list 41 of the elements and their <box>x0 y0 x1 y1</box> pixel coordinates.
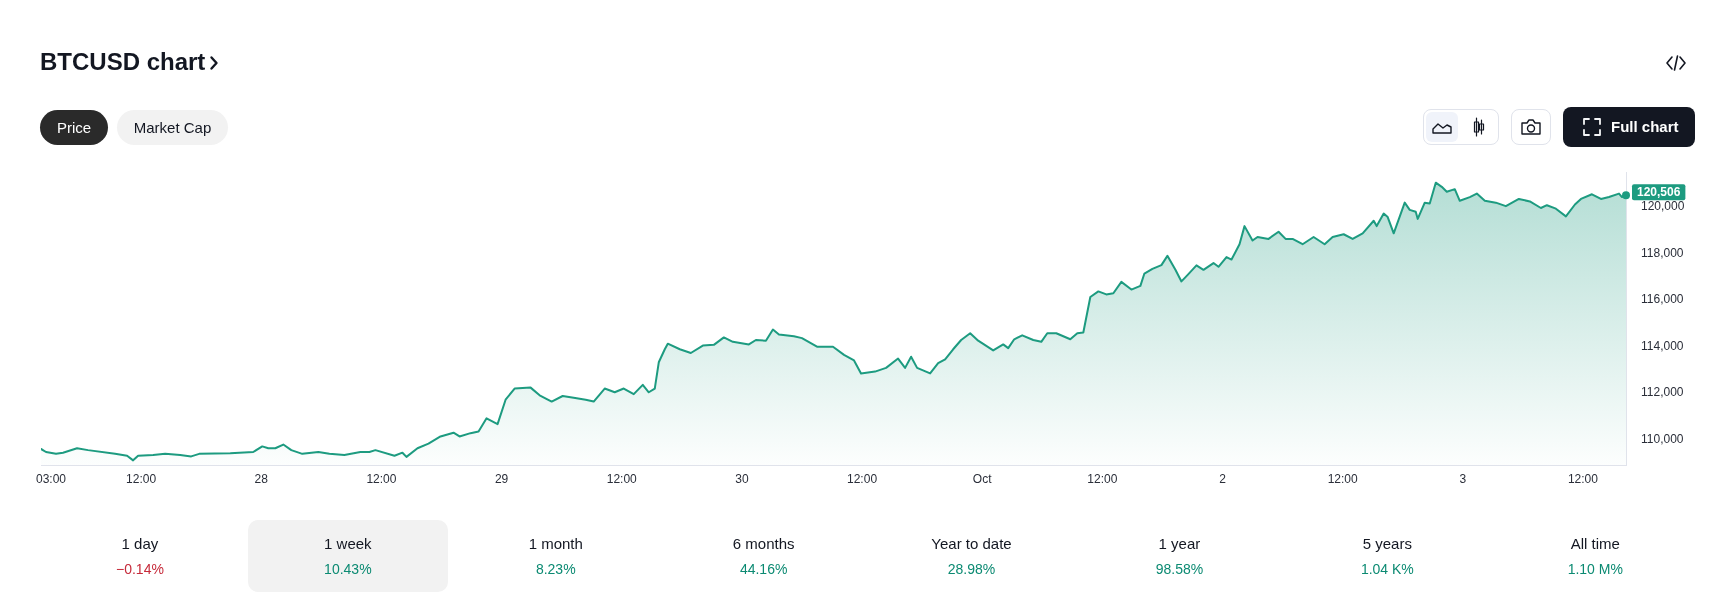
text: 44.16% <box>739 561 788 577</box>
y-tick-label: 116,000 <box>1641 292 1684 307</box>
y-tick-label: 120,000 <box>1641 199 1685 214</box>
text: 1.10 M% <box>1567 561 1623 577</box>
x-tick-label: 30 <box>735 471 749 486</box>
y-tick-label: 114,000 <box>1641 338 1684 353</box>
text: 10.43% <box>324 561 372 577</box>
x-tick-label: 03:00 <box>36 471 67 486</box>
annotation: 120,506 <box>1637 185 1681 200</box>
x-tick-label: 3 <box>1459 471 1467 486</box>
text: Market Cap <box>133 119 212 136</box>
x-tick-label: 12:00 <box>366 471 397 486</box>
y-tick-label: 112,000 <box>1641 385 1684 400</box>
x-tick-label: 12:00 <box>126 471 157 486</box>
text: 28.98% <box>947 561 996 577</box>
text: Full chart <box>1611 118 1679 135</box>
category-label: 6 months <box>731 534 796 554</box>
category-label: 1 month <box>527 534 584 554</box>
text: 98.58% <box>1155 561 1204 577</box>
x-tick-label: 12:00 <box>847 471 878 486</box>
x-tick-label: 29 <box>494 471 509 486</box>
chart-title: BTCUSD chart <box>40 48 206 76</box>
category-label: 5 years <box>1361 534 1413 554</box>
category-label: All time <box>1569 534 1621 554</box>
text: 8.23% <box>535 561 576 577</box>
x-tick-label: 12:00 <box>1327 471 1358 486</box>
text: 1.04 K% <box>1360 561 1414 577</box>
x-tick-label: 12:00 <box>606 471 638 486</box>
x-tick-label: 2 <box>1219 471 1227 486</box>
category-label: 1 day <box>120 534 160 554</box>
y-tick-label: 110,000 <box>1641 431 1684 446</box>
x-tick-label: Oct <box>972 471 993 486</box>
x-tick-label: 28 <box>254 471 269 486</box>
text: −0.14% <box>116 561 164 577</box>
category-label: 1 year <box>1157 534 1202 554</box>
x-tick-label: 12:00 <box>1087 471 1118 486</box>
category-label: Year to date <box>930 534 1013 554</box>
y-tick-label: 118,000 <box>1641 245 1684 260</box>
x-tick-label: 12:00 <box>1567 471 1599 486</box>
text: Price <box>56 119 92 136</box>
category-label: 1 week <box>323 534 373 554</box>
